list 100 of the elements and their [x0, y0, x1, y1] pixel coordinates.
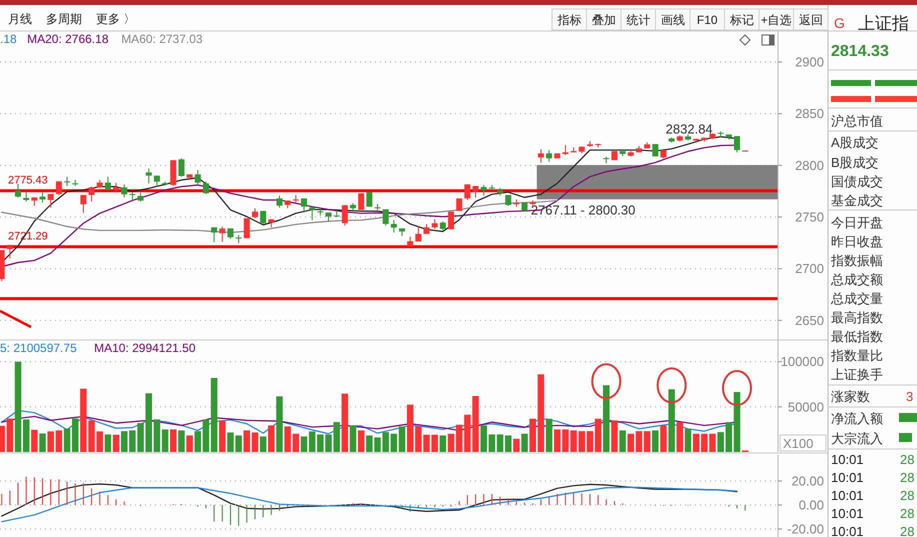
- candlestick: [23, 191, 30, 202]
- bar: [260, 436, 266, 452]
- candlestick: [652, 144, 658, 157]
- text: 昨日收盘: [831, 234, 883, 249]
- candlestick: [358, 192, 364, 210]
- y-tick-label: 2800: [795, 158, 824, 173]
- text: X100: [783, 436, 814, 451]
- bar: [513, 438, 520, 452]
- y-tick-label: 100000: [780, 354, 824, 370]
- bar: [366, 435, 373, 452]
- text: 上证指: [858, 14, 909, 33]
- y-tick-label: 20.00: [791, 474, 824, 489]
- bar: [398, 426, 406, 452]
- text: 月线: [8, 12, 32, 26]
- text: 基金成交: [831, 193, 883, 208]
- candlestick: [415, 226, 422, 242]
- candlestick: [40, 191, 46, 204]
- candlestick: [292, 194, 299, 204]
- text: 总成交额: [830, 272, 883, 287]
- ref-line-label: 2775.43: [8, 174, 48, 187]
- bar: [31, 430, 38, 452]
- bar: [546, 418, 552, 452]
- candlestick: [300, 198, 307, 214]
- candlestick: [6, 244, 13, 259]
- text: 10:01: [831, 452, 864, 467]
- candlestick: [342, 204, 348, 226]
- text: MA60: 2737.03: [121, 32, 203, 46]
- candlestick: [194, 170, 201, 186]
- text: 28: [900, 524, 914, 537]
- text: 更多 〉: [96, 12, 136, 26]
- text: 指标: [556, 13, 582, 27]
- candlestick: [546, 150, 552, 162]
- bar: [521, 434, 528, 452]
- text: F10: [696, 13, 718, 27]
- candlestick: [424, 223, 430, 234]
- candlestick: [15, 183, 22, 198]
- bar: [472, 396, 479, 452]
- text: B股成交: [831, 155, 879, 170]
- bar: [186, 435, 193, 452]
- text: 大宗流入: [831, 431, 883, 446]
- candlestick: [146, 168, 152, 184]
- candlestick: [178, 158, 184, 178]
- text: 净流入额: [831, 411, 883, 426]
- text: 统计: [626, 13, 650, 27]
- bar: [676, 422, 684, 452]
- y-tick-label: -20.00: [787, 521, 824, 536]
- text: 10:01: [831, 524, 864, 537]
- bar: [611, 420, 618, 452]
- bar: [350, 425, 356, 452]
- bar: [652, 430, 659, 452]
- text: 国债成交: [831, 174, 883, 189]
- bar: [358, 430, 364, 452]
- candlestick: [121, 184, 128, 198]
- candlestick: [562, 144, 568, 156]
- y-tick-label: 2650: [795, 312, 824, 328]
- text: 3: [906, 389, 914, 404]
- text: 最低指数: [831, 329, 883, 344]
- text: 10:01: [831, 506, 864, 521]
- bar: [684, 428, 692, 452]
- annotation: 2832.84: [666, 121, 713, 136]
- candlestick: [80, 194, 86, 214]
- bar: [268, 425, 275, 452]
- candlestick: [456, 198, 462, 212]
- bar: [342, 394, 348, 452]
- text: 5: 2100597.75: [0, 341, 78, 355]
- bar: [210, 378, 218, 452]
- y-tick-label: 2900: [795, 54, 824, 70]
- text: 2814.33: [831, 43, 889, 60]
- candlestick: [64, 176, 70, 187]
- y-tick-label: 50000: [788, 399, 824, 414]
- y-tick-label: 2700: [795, 261, 824, 276]
- candlestick: [154, 175, 160, 188]
- bar: [80, 388, 87, 452]
- text: 10:01: [831, 470, 864, 485]
- text: A股成交: [831, 135, 879, 150]
- text: 多周期: [46, 12, 82, 26]
- y-tick-label: 2850: [795, 106, 824, 122]
- candlestick: [350, 202, 356, 214]
- bar: [112, 434, 120, 452]
- text: 28: [900, 452, 914, 467]
- y-tick-label: 0.00: [798, 497, 824, 512]
- candlestick: [603, 156, 610, 164]
- text: G: [834, 15, 845, 31]
- text: 28: [900, 506, 914, 521]
- bar: [235, 435, 242, 452]
- candlestick: [472, 186, 479, 198]
- text: 指数振幅: [830, 253, 883, 268]
- bar: [300, 436, 308, 452]
- bar: [619, 430, 626, 452]
- text: 10:01: [831, 488, 864, 503]
- candlestick: [538, 148, 544, 164]
- bar: [39, 433, 46, 452]
- candlestick: [211, 226, 218, 243]
- text: MA20: 2766.18: [27, 32, 109, 46]
- candlestick: [48, 193, 54, 208]
- candlestick: [366, 192, 372, 208]
- y-tick-label: 2750: [795, 210, 824, 225]
- candlestick: [382, 208, 389, 226]
- bar: [644, 431, 650, 452]
- text: 28: [900, 488, 914, 503]
